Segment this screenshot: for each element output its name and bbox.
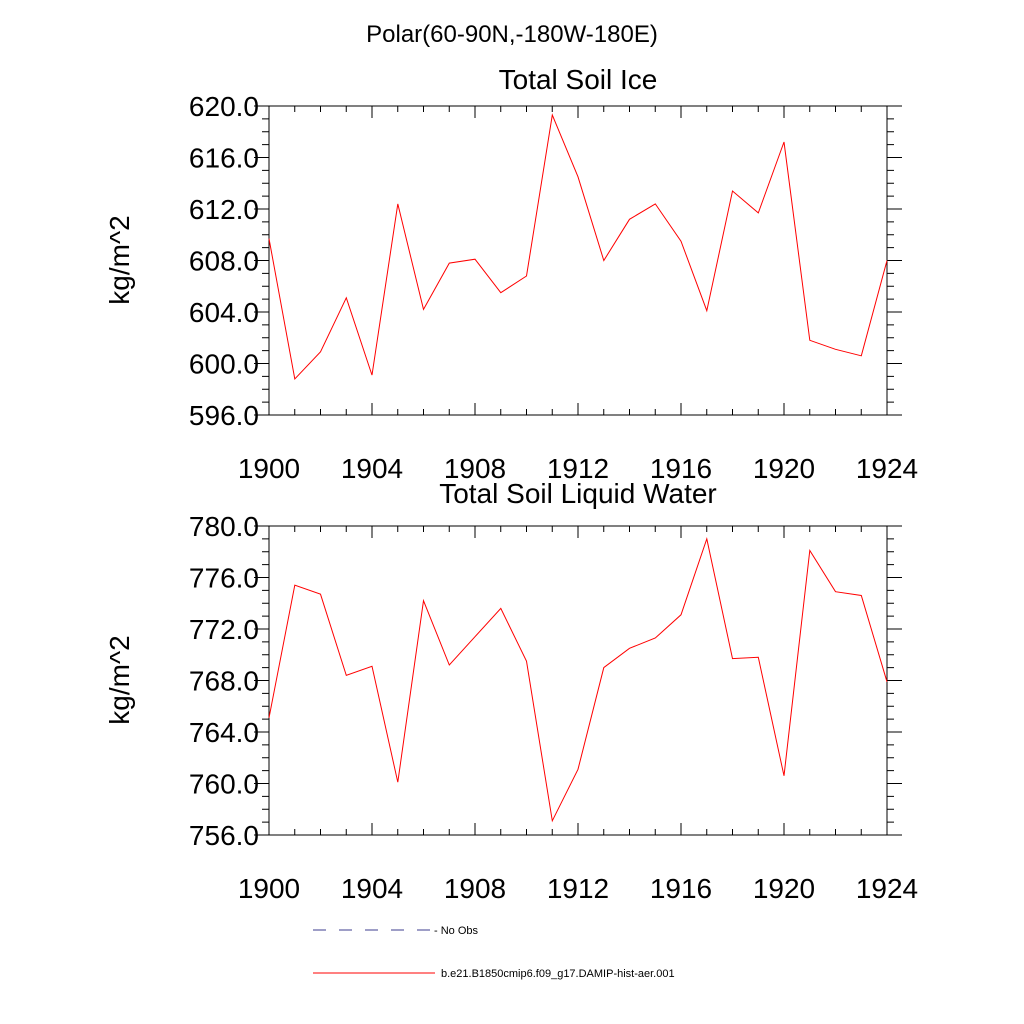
x-tick-label: 1916	[650, 873, 712, 904]
y-tick-label: 612.0	[189, 194, 259, 225]
y-tick-label: 768.0	[189, 666, 259, 697]
x-tick-label: 1908	[444, 453, 506, 484]
panel-title-soil-liquid-water: Total Soil Liquid Water	[439, 478, 717, 509]
x-tick-label: 1924	[856, 453, 918, 484]
y-tick-label: 608.0	[189, 246, 259, 277]
series-line	[268, 113, 888, 381]
y-tick-label: 604.0	[189, 297, 259, 328]
x-tick-label: 1908	[444, 873, 506, 904]
legend-no-obs-label: - No Obs	[434, 925, 479, 937]
y-tick-label: 756.0	[189, 820, 259, 851]
plot-area-soil-liquid-water: 1900 1904 1908 1912 1916 1920 1924 756.0 760.0 76…	[189, 511, 918, 904]
x-tick-label: 1924	[856, 873, 918, 904]
y-tick-label: 620.0	[189, 91, 259, 122]
x-tick-label: 1912	[547, 453, 609, 484]
x-tick-label: 1916	[650, 453, 712, 484]
panel-title-soil-ice: Total Soil Ice	[499, 64, 658, 95]
x-tick-label: 1900	[238, 873, 300, 904]
plot-frame	[268, 525, 888, 836]
y-axis-label-soil-liquid-water: kg/m^2	[104, 635, 135, 724]
plot-frame	[268, 105, 888, 416]
y-tick-label: 764.0	[189, 717, 259, 748]
y-tick-label: 772.0	[189, 614, 259, 645]
x-tick-label: 1904	[341, 453, 403, 484]
x-tick-label: 1920	[753, 873, 815, 904]
y-tick-label: 760.0	[189, 769, 259, 800]
plot-area-soil-ice: 1900 1904 1908 1912 1916 1920 1924 596.0 600.0 60…	[189, 91, 918, 484]
y-tick-label: 596.0	[189, 400, 259, 431]
page-title: Polar(60-90N,-180W-180E)	[366, 21, 658, 48]
x-tick-label: 1912	[547, 873, 609, 904]
y-tick-label: 616.0	[189, 143, 259, 174]
x-tick-label: 1904	[341, 873, 403, 904]
series-line	[268, 537, 888, 823]
x-tick-label: 1900	[238, 453, 300, 484]
y-tick-label: 776.0	[189, 563, 259, 594]
x-tick-label: 1920	[753, 453, 815, 484]
y-tick-label: 780.0	[189, 511, 259, 542]
panel-total-soil-liquid-water: Total Soil Liquid Water kg/m^2 1900 1904 1…	[104, 478, 918, 904]
legend-series-label: b.e21.B1850cmip6.f09_g17.DAMIP-hist-aer.…	[441, 968, 675, 980]
y-axis-label-soil-ice: kg/m^2	[104, 215, 135, 304]
y-tick-label: 600.0	[189, 349, 259, 380]
legend: - No Obs b.e21.B1850cmip6.f09_g17.DAMIP-…	[313, 925, 675, 980]
panel-total-soil-ice: Total Soil Ice kg/m^2 1900 1904 1908 1912 19…	[104, 64, 918, 484]
